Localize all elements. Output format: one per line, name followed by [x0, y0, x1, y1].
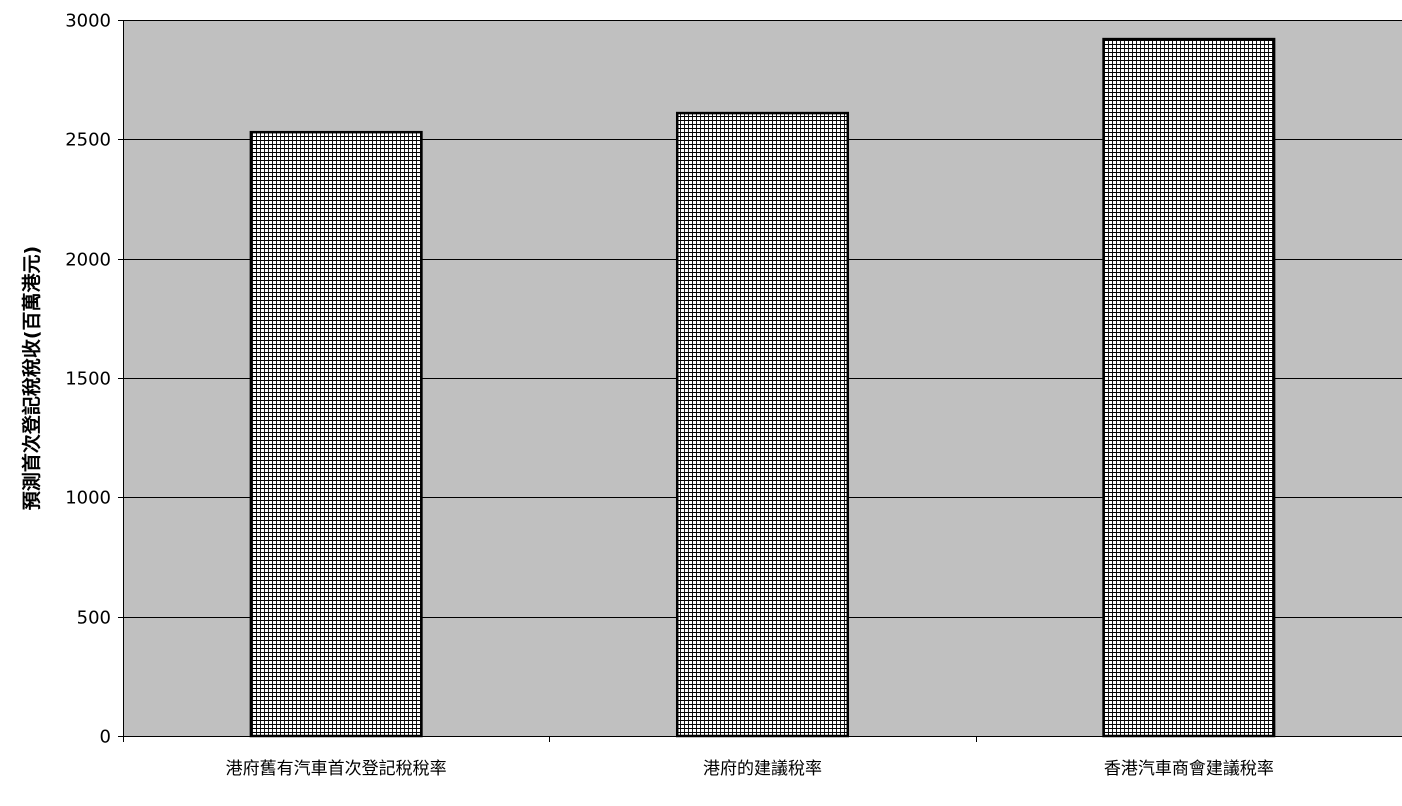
y-tick-label: 3000	[65, 11, 111, 32]
y-tick-label: 2500	[65, 130, 111, 151]
x-tick-label: 香港汽車商會建議稅率	[1104, 759, 1274, 779]
y-tick-labels: 0 500 1000 1500 2000 2500 3000	[65, 11, 111, 748]
bar	[675, 111, 850, 738]
bar	[1102, 37, 1276, 738]
y-tick-label: 1000	[65, 488, 111, 509]
y-tick-label: 0	[100, 727, 111, 748]
x-tick-label: 港府的建議稅率	[703, 759, 822, 779]
bars	[249, 37, 1276, 738]
x-tick-labels: 港府舊有汽車首次登記稅稅率 港府的建議稅率 香港汽車商會建議稅率	[226, 759, 1274, 779]
y-tick-label: 500	[77, 608, 111, 629]
axes	[118, 20, 1402, 742]
y-axis-label: 預測首次登記稅稅收(百萬港元)	[20, 246, 43, 510]
y-tick-label: 1500	[65, 369, 111, 390]
y-tick-label: 2000	[65, 250, 111, 271]
bar	[249, 130, 423, 738]
x-tick-label: 港府舊有汽車首次登記稅稅率	[226, 759, 447, 779]
